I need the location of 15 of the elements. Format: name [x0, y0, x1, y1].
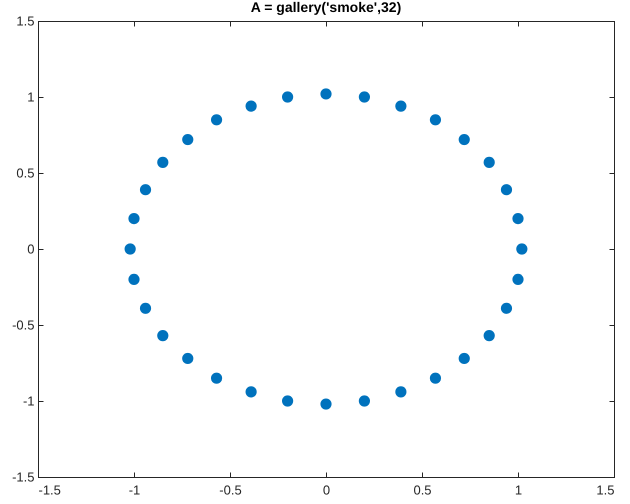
x-tick-label: 0.5	[413, 482, 432, 498]
x-tick-label: -1.5	[38, 482, 61, 498]
x-tick-label: -1	[128, 482, 140, 498]
x-tick-label: 0	[322, 482, 330, 498]
x-tick-label: 1.5	[596, 482, 614, 498]
y-tick-label: 0.5	[16, 166, 34, 180]
y-tick-label: 1.5	[16, 14, 34, 28]
y-tick-label: -0.5	[12, 318, 34, 332]
y-tick-label: 1	[27, 90, 34, 104]
y-tick-label: 0	[27, 242, 34, 256]
chart-title: A = gallery('smoke',32)	[250, 0, 402, 15]
y-tick-label: -1	[22, 394, 34, 408]
x-tick-label: 1	[514, 482, 522, 498]
x-tick-label: -0.5	[219, 482, 242, 498]
y-tick-label: -1.5	[12, 470, 34, 484]
